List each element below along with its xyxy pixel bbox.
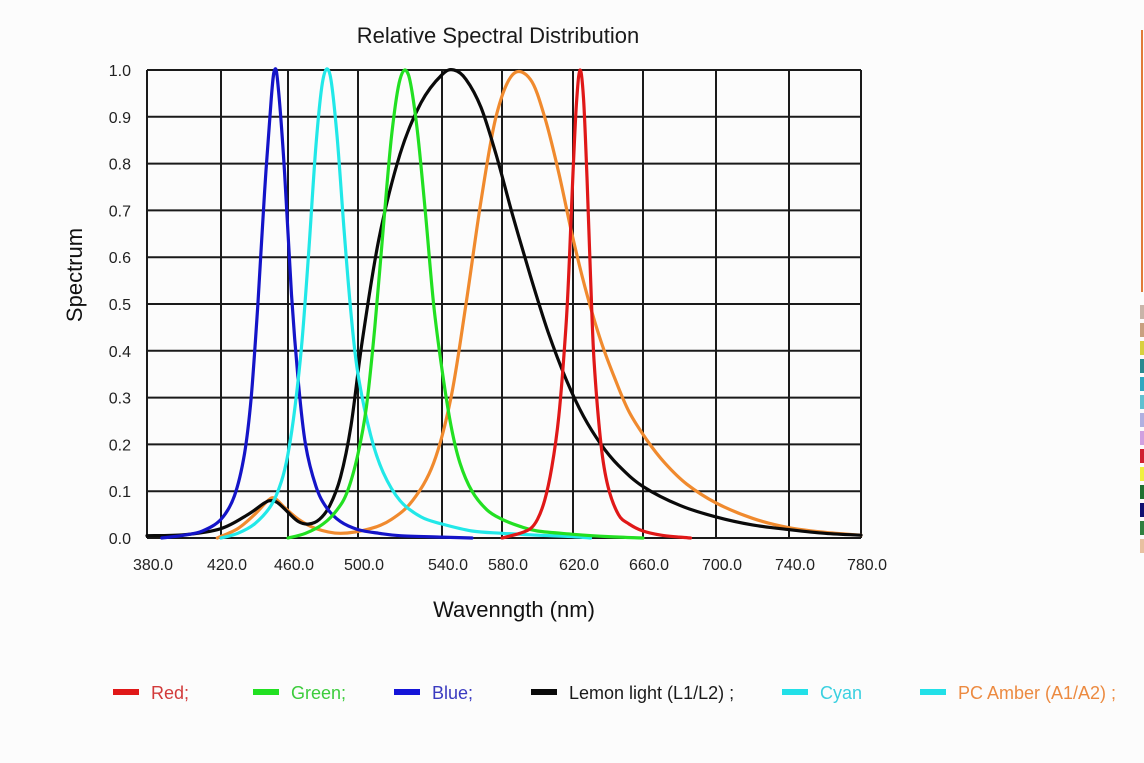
y-axis-label: Spectrum — [62, 228, 87, 322]
y-tick-label: 0.8 — [109, 157, 131, 174]
legend-label-cyan: Cyan — [820, 683, 862, 703]
x-tick-label: 620.0 — [559, 557, 599, 574]
legend: Red; Green; Blue; Lemon light (L1/L2) ; Cyan… — [113, 683, 1116, 703]
y-tick-label: 0.5 — [109, 297, 131, 314]
y-tick-label: 0.2 — [109, 437, 131, 454]
curve-blue — [160, 67, 474, 540]
edge-color-swatch — [1140, 305, 1144, 319]
edge-color-swatch — [1140, 395, 1144, 409]
legend-label-pc-amber-a1-a2: PC Amber (A1/A2) ; — [958, 683, 1116, 703]
legend-swatch-lemon-light-l1-l2 — [531, 689, 557, 695]
x-tick-label: 540.0 — [428, 557, 468, 574]
y-tick-label: 0.0 — [109, 531, 131, 548]
y-tick-label: 0.1 — [109, 484, 131, 501]
y-tick-label: 0.7 — [109, 203, 131, 220]
y-tick-label: 0.4 — [109, 344, 131, 361]
legend-label-green: Green; — [291, 683, 346, 703]
x-tick-label: 500.0 — [344, 557, 384, 574]
edge-color-swatch — [1140, 359, 1144, 373]
x-tick-label: 580.0 — [488, 557, 528, 574]
edge-color-swatch — [1140, 503, 1144, 517]
edge-color-swatch — [1140, 521, 1144, 535]
legend-swatch-green — [253, 689, 279, 695]
edge-color-swatch — [1140, 341, 1144, 355]
edge-color-swatch — [1140, 539, 1144, 553]
x-tick-labels: 380.0 420.0 460.0 500.0 540.0 580.0 620.0 660.0… — [133, 557, 887, 574]
x-tick-label: 700.0 — [702, 557, 742, 574]
x-axis-label: Wavenngth (nm) — [433, 597, 595, 622]
edge-color-swatch — [1140, 377, 1144, 391]
legend-swatch-pc-amber-a1-a2 — [920, 689, 946, 695]
edge-color-strip — [1140, 305, 1144, 650]
edge-color-swatch — [1140, 467, 1144, 481]
curves — [145, 67, 863, 540]
y-tick-label: 0.6 — [109, 250, 131, 267]
y-tick-label: 0.3 — [109, 391, 131, 408]
x-tick-label: 460.0 — [274, 557, 314, 574]
curve-cyan — [219, 67, 593, 540]
legend-label-red: Red; — [151, 683, 189, 703]
curve-lemon-light-l1-l2 — [145, 68, 863, 538]
legend-swatch-cyan — [782, 689, 808, 695]
legend-swatch-blue — [394, 689, 420, 695]
edge-stripe — [1141, 30, 1143, 292]
edge-color-swatch — [1140, 413, 1144, 427]
edge-color-swatch — [1140, 449, 1144, 463]
curve-green — [286, 68, 645, 540]
edge-color-swatch — [1140, 431, 1144, 445]
chart-title: Relative Spectral Distribution — [357, 23, 639, 48]
x-tick-label: 780.0 — [847, 557, 887, 574]
x-tick-label: 380.0 — [133, 557, 173, 574]
x-tick-label: 740.0 — [775, 557, 815, 574]
y-tick-label: 1.0 — [109, 63, 131, 80]
x-tick-label: 420.0 — [207, 557, 247, 574]
grid-lines — [146, 69, 862, 539]
y-tick-label: 0.9 — [109, 110, 131, 127]
y-tick-labels: 0.0 0.1 0.2 0.3 0.4 0.5 0.6 0.7 0.8 0.9 1.0 — [109, 63, 131, 548]
curve-red — [500, 68, 693, 540]
legend-swatch-red — [113, 689, 139, 695]
legend-label-blue: Blue; — [432, 683, 473, 703]
legend-label-lemon-light-l1-l2: Lemon light (L1/L2) ; — [569, 683, 734, 703]
edge-color-swatch — [1140, 485, 1144, 499]
edge-color-swatch — [1140, 323, 1144, 337]
x-tick-label: 660.0 — [629, 557, 669, 574]
